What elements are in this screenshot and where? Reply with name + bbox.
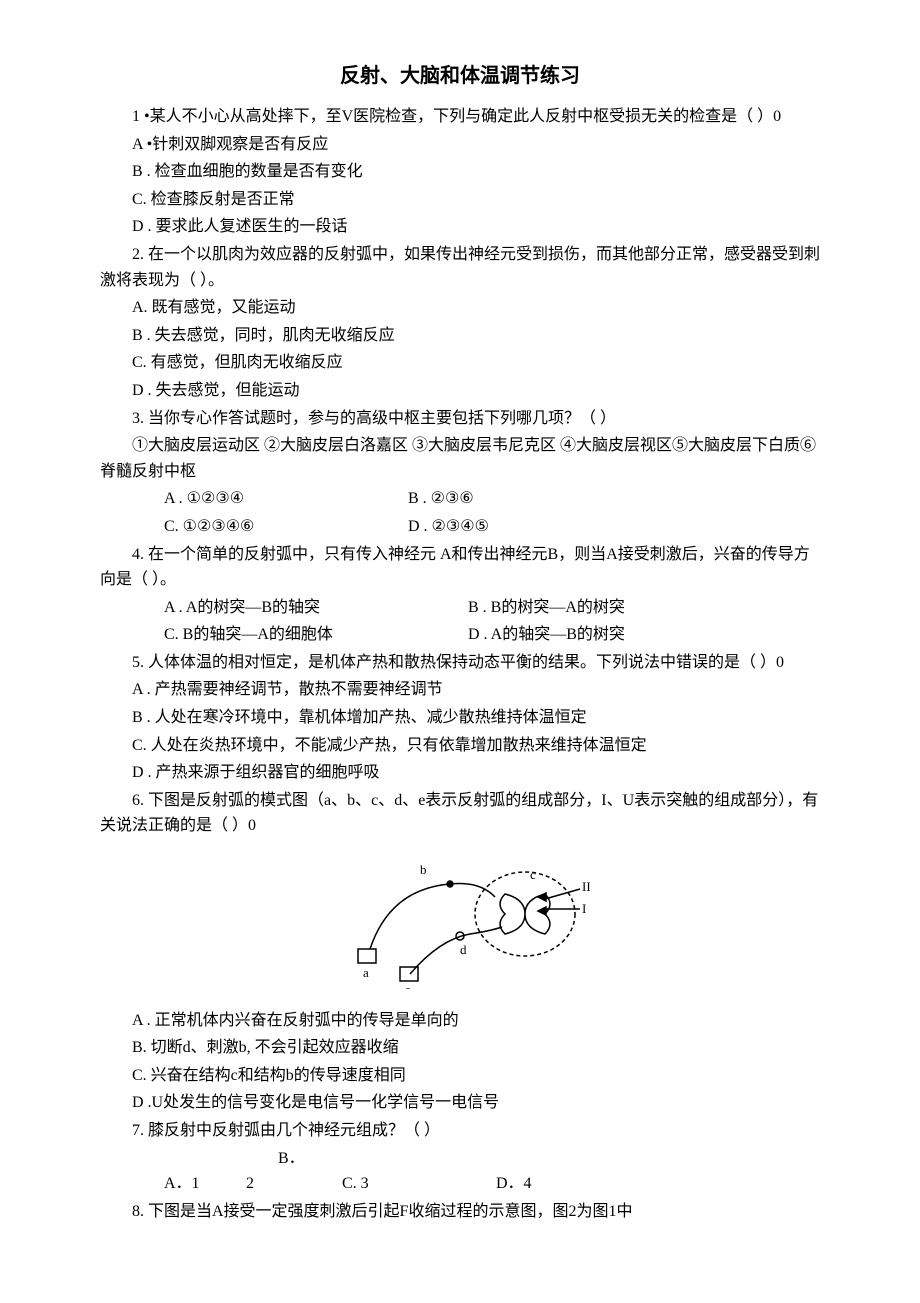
q1-opt-a: A •针刺双脚观察是否有反应 (100, 132, 820, 158)
q5-opt-a: A . 产热需要神经调节，散热不需要神经调节 (100, 677, 820, 703)
q7-opt-b: B．2 (246, 1146, 306, 1197)
q2-opt-c: C. 有感觉，但肌肉无收缩反应 (100, 350, 820, 376)
diagram-svg: a b c d e I II (330, 849, 590, 989)
q4-row1: A . A的树突—B的轴突 B . B的树突—A的树突 (100, 595, 820, 621)
q1-stem: 1 •某人不小心从高处摔下，至V医院检查，下列与确定此人反射中枢受损无关的检查是… (100, 104, 820, 130)
label-c: c (530, 867, 536, 882)
q7-stem: 7. 膝反射中反射弧由几个神经元组成？（ ） (100, 1118, 820, 1144)
label-d: d (460, 942, 467, 957)
q6-opt-d: D .U处发生的信号变化是电信号一化学信号一电信号 (100, 1090, 820, 1116)
q6-opt-b: B. 切断d、刺激b, 不会引起效应器收缩 (100, 1035, 820, 1061)
q3-opt-a: A . ①②③④ (132, 486, 332, 512)
label-e: e (405, 982, 411, 989)
q6-stem: 6. 下图是反射弧的模式图（a、b、c、d、e表示反射弧的组成部分，I、U表示突… (100, 788, 820, 839)
label-II: II (582, 879, 590, 894)
q1-opt-b: B . 检查血细胞的数量是否有变化 (100, 159, 820, 185)
q3-items: ①大脑皮层运动区 ②大脑皮层白洛嘉区 ③大脑皮层韦尼克区 ④大脑皮层视区⑤大脑皮… (100, 433, 820, 484)
q4-row2: C. B的轴突—A的细胞体 D . A的轴突—B的树突 (100, 622, 820, 648)
q4-stem: 4. 在一个简单的反射弧中，只有传入神经元 A和传出神经元B，则当A接受刺激后，… (100, 542, 820, 593)
q3-opt-c: C. ①②③④⑥ (132, 514, 332, 540)
label-a: a (363, 965, 369, 980)
q2-opt-b: B . 失去感觉，同时，肌肉无收缩反应 (100, 323, 820, 349)
q1-opt-c: C. 检查膝反射是否正常 (100, 187, 820, 213)
q6-opt-c: C. 兴奋在结构c和结构b的传导速度相同 (100, 1063, 820, 1089)
q5-stem: 5. 人体体温的相对恒定，是机体产热和散热保持动态平衡的结果。下列说法中错误的是… (100, 650, 820, 676)
label-b: b (420, 862, 427, 877)
q4-opt-c: C. B的轴突—A的细胞体 (132, 622, 392, 648)
reflex-arc-diagram: a b c d e I II (100, 849, 820, 998)
q4-opt-a: A . A的树突—B的轴突 (132, 595, 392, 621)
q5-opt-d: D . 产热来源于组织器官的细胞呼吸 (100, 760, 820, 786)
q7-opt-c: C. 3 (310, 1171, 440, 1197)
q1-opt-d: D . 要求此人复述医生的一段话 (100, 214, 820, 240)
q8-stem: 8. 下图是当A接受一定强度刺激后引起F收缩过程的示意图，图2为图1中 (100, 1199, 820, 1225)
q5-opt-c: C. 人处在炎热环境中，不能减少产热，只有依靠增加散热来维持体温恒定 (100, 733, 820, 759)
q4-opt-b: B . B的树突—A的树突 (436, 595, 625, 621)
q3-row1: A . ①②③④ B . ②③⑥ (100, 486, 820, 512)
q5-opt-b: B . 人处在寒冷环境中，靠机体增加产热、减少散热维持体温恒定 (100, 705, 820, 731)
q2-opt-d: D . 失去感觉，但能运动 (100, 378, 820, 404)
q3-opt-b: B . ②③⑥ (376, 486, 474, 512)
q3-row2: C. ①②③④⑥ D . ②③④⑤ (100, 514, 820, 540)
q7-opt-d: D．4 (464, 1171, 532, 1197)
label-I: I (582, 901, 586, 916)
q2-stem: 2. 在一个以肌肉为效应器的反射弧中，如果传出神经元受到损伤，而其他部分正常，感… (100, 242, 820, 293)
page-title: 反射、大脑和体温调节练习 (100, 60, 820, 92)
q3-stem: 3. 当你专心作答试题时，参与的高级中枢主要包括下列哪几项？（ ） (100, 406, 820, 432)
q3-opt-d: D . ②③④⑤ (376, 514, 489, 540)
q4-opt-d: D . A的轴突—B的树突 (436, 622, 625, 648)
q2-opt-a: A. 既有感觉，又能运动 (100, 295, 820, 321)
q7-opts: A．1 B．2 C. 3 D．4 (100, 1146, 820, 1197)
q7-opt-a: A．1 (132, 1171, 222, 1197)
q6-opt-a: A . 正常机体内兴奋在反射弧中的传导是单向的 (100, 1008, 820, 1034)
